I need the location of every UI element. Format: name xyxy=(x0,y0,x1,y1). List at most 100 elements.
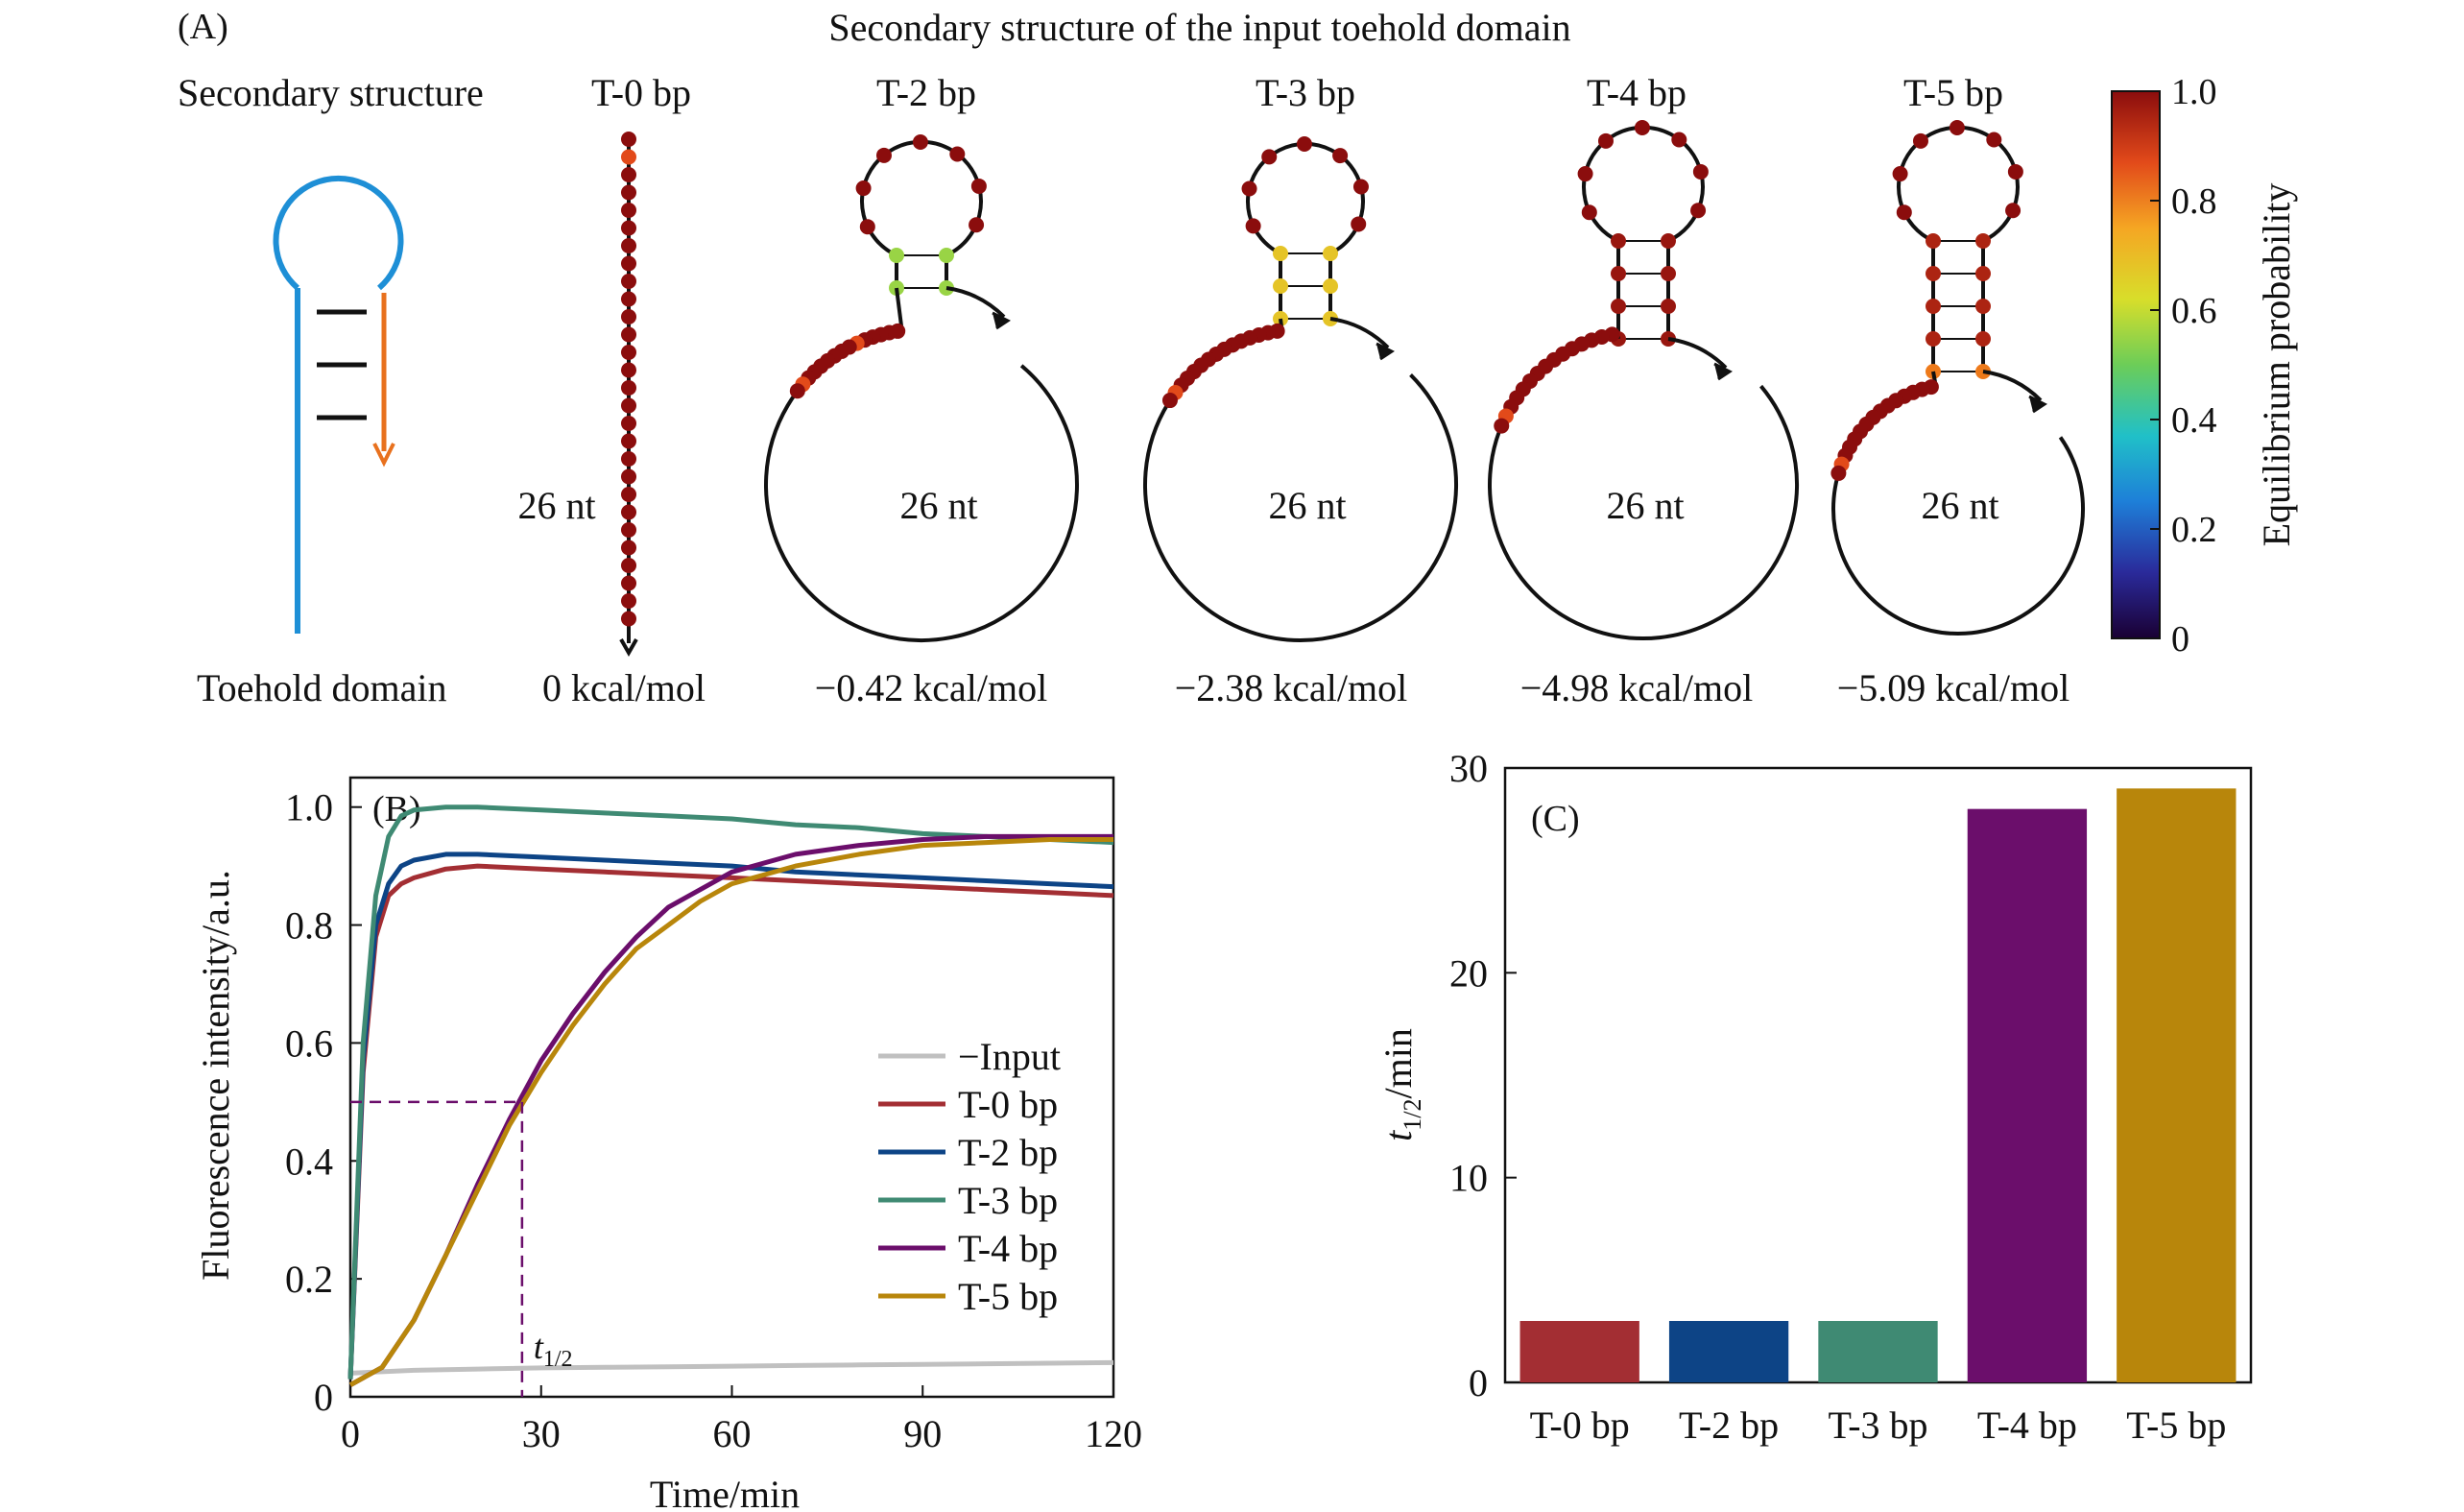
row-label-toehold-domain: Toehold domain xyxy=(197,666,447,709)
structure-t3 xyxy=(1143,136,1458,642)
nucleotide-dot xyxy=(1975,233,1991,249)
colorbar: 1.0 0.8 0.6 0.4 0.2 0 Equilibrium probability xyxy=(2111,72,2298,660)
nucleotide-dot xyxy=(621,575,636,591)
nucleotide-dot xyxy=(1351,216,1367,232)
nucleotide-dot xyxy=(1912,132,1928,149)
nucleotide-dot xyxy=(1926,299,1941,314)
colorbar-tick-label: 0.4 xyxy=(2171,400,2217,441)
nucleotide-dot xyxy=(1332,148,1349,164)
y-tick-label: 0.4 xyxy=(285,1140,333,1183)
x-tick-label: 90 xyxy=(903,1412,942,1455)
tail-line xyxy=(945,286,1006,319)
legend-label: T-0 bp xyxy=(958,1083,1058,1126)
panel-b-series xyxy=(347,804,1114,1387)
panel-c-ylabel-suffix: /min xyxy=(1376,1028,1420,1098)
x-tick-label: 0 xyxy=(341,1412,360,1455)
nucleotide-dot xyxy=(621,540,636,556)
nucleotide-dot xyxy=(621,433,636,449)
nucleotide-dot xyxy=(970,178,987,194)
panel-b-x-axis-label: Time/min xyxy=(650,1473,800,1512)
nucleotide-dot xyxy=(1352,179,1369,195)
nucleotide-dot xyxy=(621,291,636,307)
structure-title-t4: T-4 bp xyxy=(1587,71,1687,114)
nucleotide-dot xyxy=(621,380,636,396)
half-time-label-subscript: 1/2 xyxy=(543,1347,573,1372)
series-line xyxy=(348,837,1113,1387)
panel-b-axes: 0 30 60 90 120 0 0.2 0.4 0.6 0.8 1.0 xyxy=(285,776,1142,1455)
nucleotide-dot xyxy=(621,522,636,538)
nucleotide-dot xyxy=(621,504,636,520)
series-line xyxy=(347,804,1114,1380)
panel-a-title: Secondary structure of the input toehold… xyxy=(828,6,1570,49)
x-tick-label: T-5 bp xyxy=(2126,1404,2226,1447)
nucleotide-dot xyxy=(889,248,904,263)
nucleotide-dot xyxy=(1975,331,1991,347)
tail-line xyxy=(1982,370,2043,402)
nucleotide-dot xyxy=(1986,132,2002,148)
nucleotide-dot xyxy=(1634,120,1650,136)
hairpin-strand xyxy=(273,175,404,634)
legend-label: T-2 bp xyxy=(958,1131,1058,1174)
nucleotide-dot xyxy=(1494,418,1510,434)
tail-arrow-icon xyxy=(1713,362,1733,381)
nucleotide-dot xyxy=(1323,278,1338,294)
legend-label: T-3 bp xyxy=(958,1179,1058,1222)
nucleotide-dot xyxy=(1273,278,1288,294)
tail-arrow-icon xyxy=(1376,342,1395,361)
half-time-label: t1/2 xyxy=(534,1328,573,1372)
colorbar-tick-label: 1.0 xyxy=(2171,72,2217,112)
nucleotide-dot xyxy=(621,468,636,485)
nucleotide-dot xyxy=(621,593,636,609)
bar xyxy=(2117,788,2237,1382)
legend-label: T-4 bp xyxy=(958,1227,1058,1270)
structure-title-t2: T-2 bp xyxy=(876,71,976,114)
nucleotide-dot xyxy=(621,309,636,324)
y-tick-label: 1.0 xyxy=(285,786,333,829)
structure-t2 xyxy=(764,134,1079,642)
nucleotide-dot xyxy=(621,274,636,289)
hairpin-schematic xyxy=(273,175,404,634)
panel-b-annotation: t1/2 xyxy=(350,1100,573,1397)
energy-t3: −2.38 kcal/mol xyxy=(1175,666,1408,709)
nucleotide-dot xyxy=(1245,218,1261,234)
big-loop-line xyxy=(764,287,1079,642)
nucleotide-dot xyxy=(1926,233,1941,249)
nucleotide-dot xyxy=(1611,233,1626,249)
bar xyxy=(1519,1321,1639,1382)
nucleotide-dot xyxy=(1296,136,1312,153)
structure-title-t0: T-0 bp xyxy=(591,71,691,114)
nucleotide-dot xyxy=(969,217,985,233)
nucleotide-dot xyxy=(621,326,636,343)
tail-line xyxy=(1667,337,1728,370)
nucleotide-dot xyxy=(1661,266,1676,281)
nucleotide-dot xyxy=(2005,203,2021,219)
nucleotide-dot xyxy=(621,558,636,573)
tail-line xyxy=(1329,317,1390,349)
nucleotide-dot xyxy=(1161,393,1178,409)
panel-b-y-axis-label: Fluorescence intensity/a.u. xyxy=(194,870,237,1281)
nucleotide-dot xyxy=(1611,299,1626,314)
nucleotide-dot xyxy=(1692,163,1709,180)
x-tick-label: 30 xyxy=(522,1412,561,1455)
structure-title-t3: T-3 bp xyxy=(1256,71,1355,114)
svg-text:t1/2/min: t1/2/min xyxy=(1376,1028,1426,1141)
y-tick-label: 0.6 xyxy=(285,1021,333,1065)
nucleotide-dot xyxy=(621,611,636,627)
nucleotide-dot xyxy=(1896,204,1912,221)
nucleotide-dot xyxy=(621,416,636,431)
nucleotide-dot xyxy=(621,397,636,414)
series-line xyxy=(347,863,1114,1380)
energy-t5: −5.09 kcal/mol xyxy=(1837,666,2070,709)
nucleotide-dot xyxy=(621,255,636,272)
y-tick-label: 10 xyxy=(1449,1157,1488,1200)
nt-label-t5: 26 nt xyxy=(1921,484,1998,527)
structure-t5 xyxy=(1830,120,2085,636)
nucleotide-dot xyxy=(1949,120,1965,136)
nucleotide-dot xyxy=(621,362,636,378)
colorbar-ticks: 1.0 0.8 0.6 0.4 0.2 0 xyxy=(2150,72,2217,660)
colorbar-tick-label: 0 xyxy=(2171,619,2189,660)
panel-c-y-axis-label: t1/2/min xyxy=(1376,1028,1426,1141)
series-line xyxy=(349,1359,1114,1376)
